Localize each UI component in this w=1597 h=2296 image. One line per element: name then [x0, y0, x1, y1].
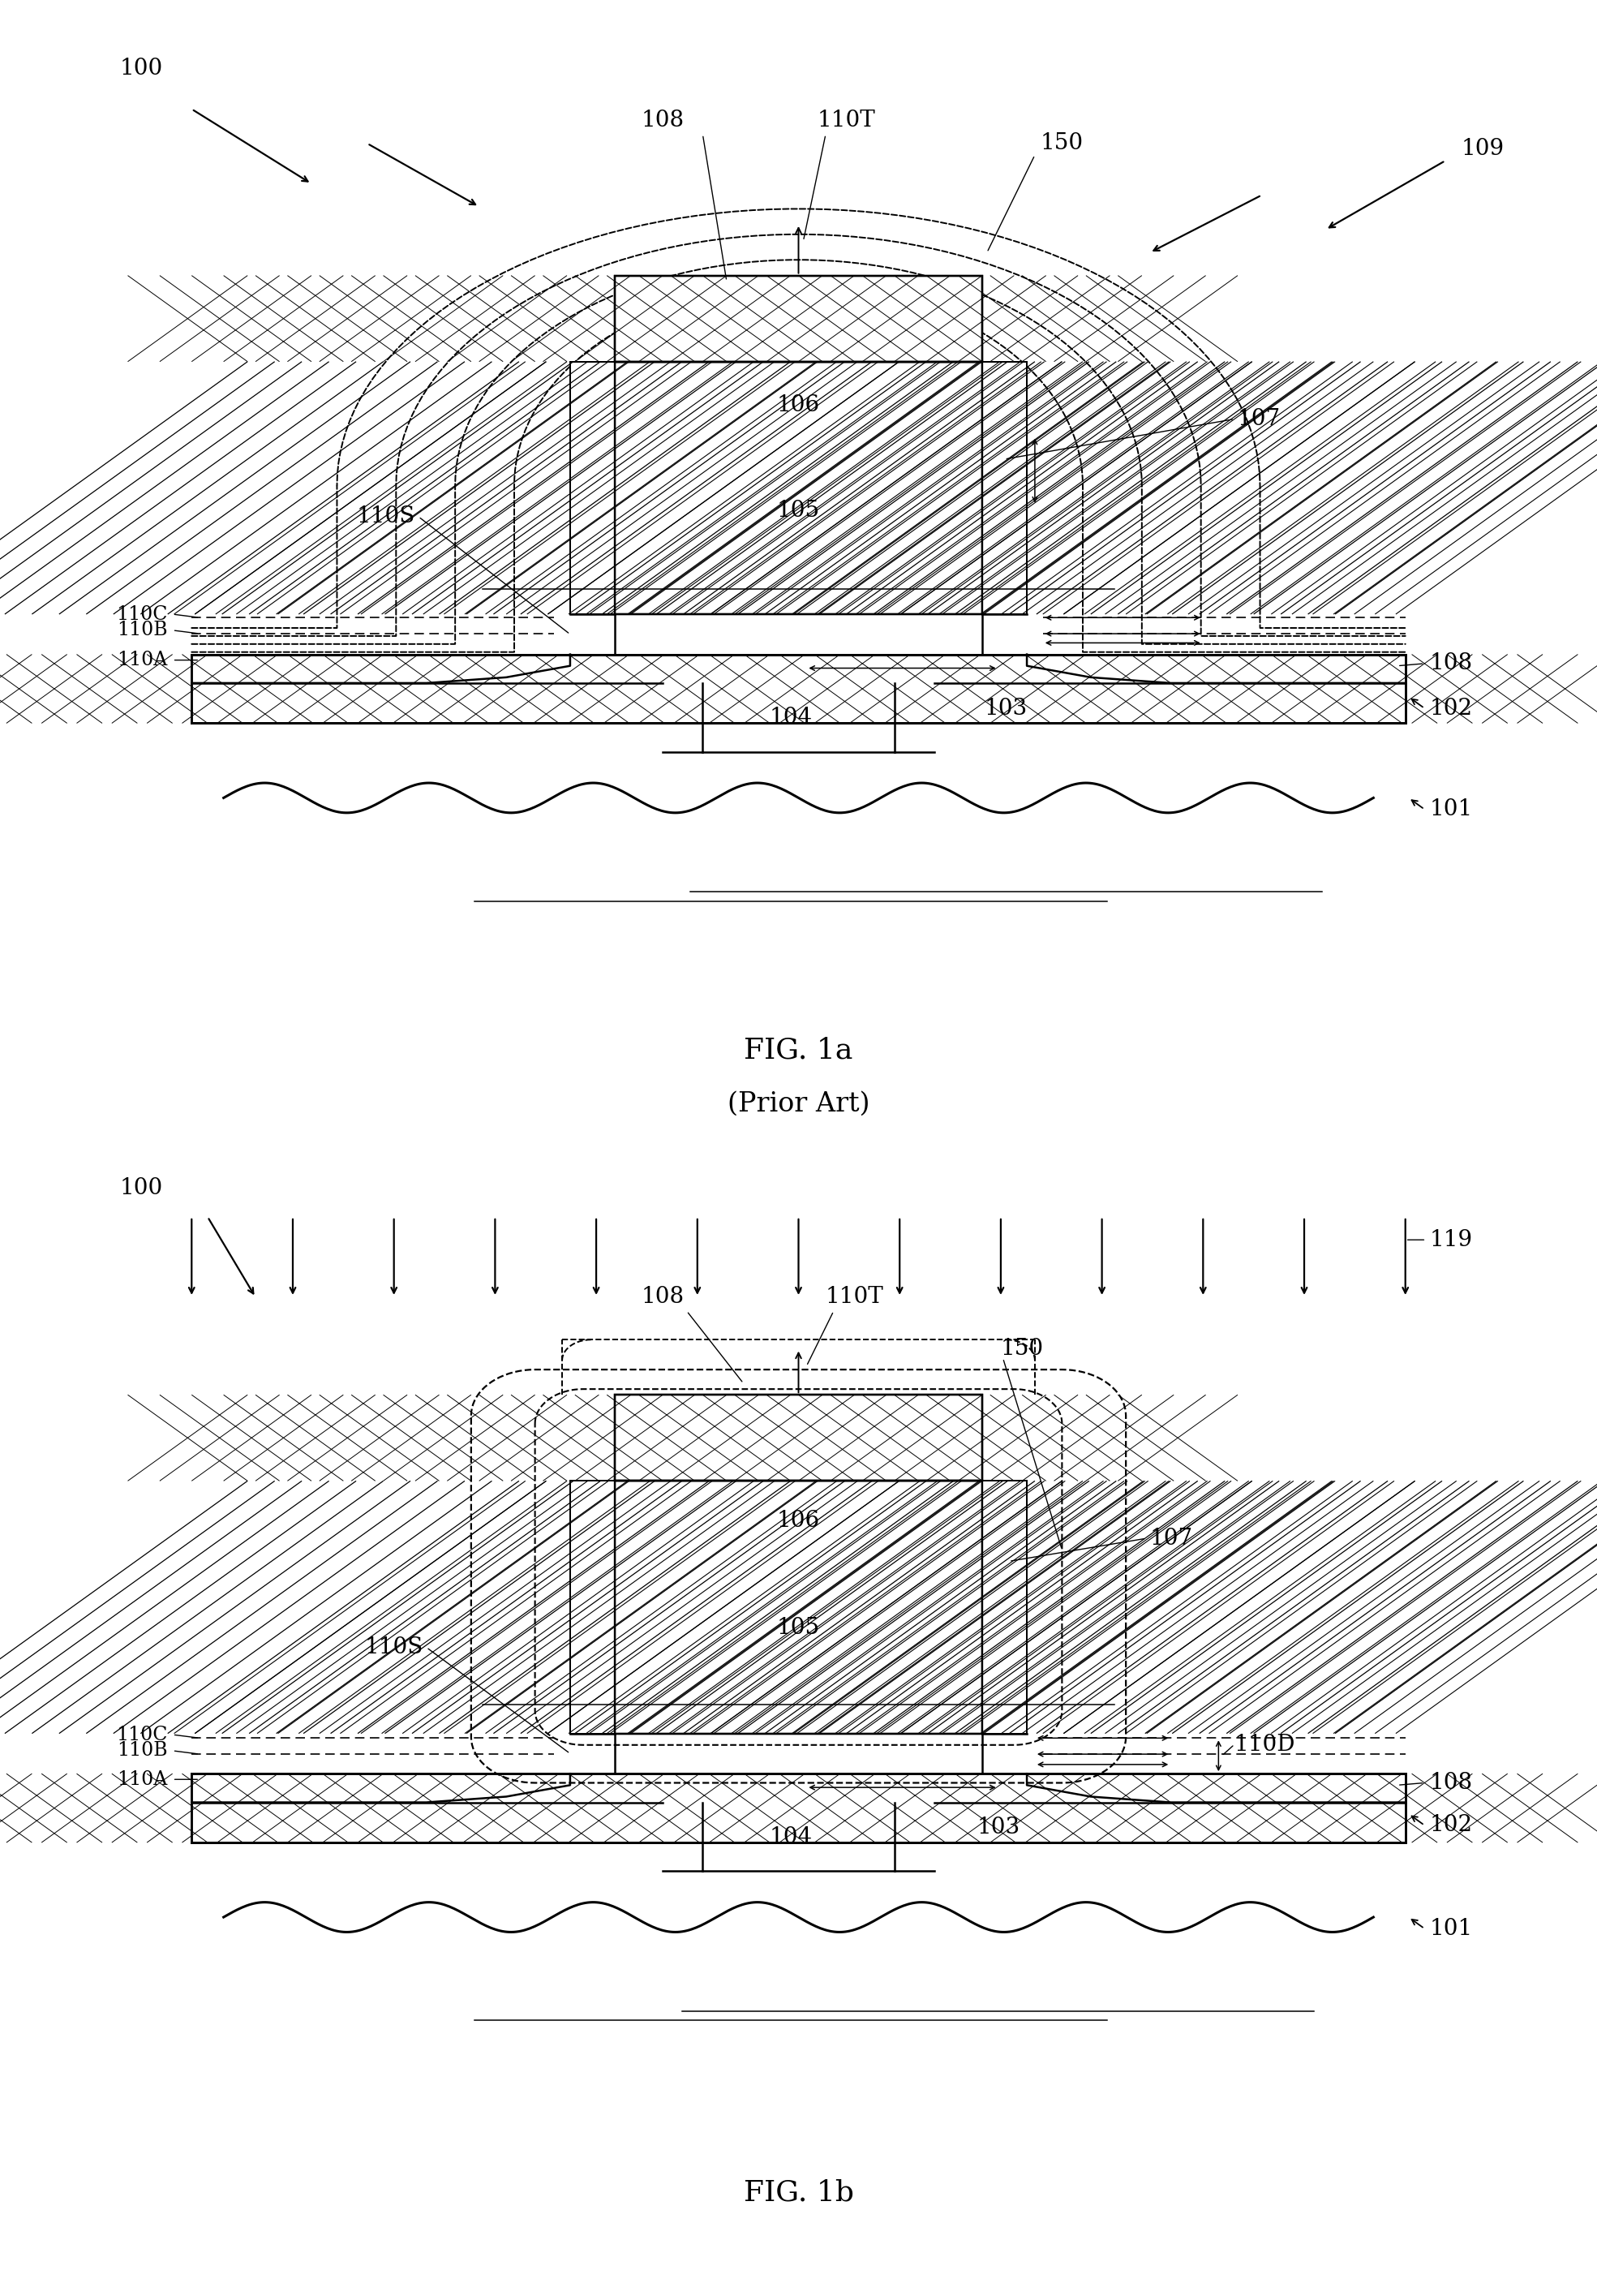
Text: 110A: 110A	[117, 1770, 168, 1789]
Bar	[570, 360, 615, 615]
Bar	[615, 1481, 982, 1733]
Bar	[982, 1481, 1027, 1733]
Text: 100: 100	[120, 57, 163, 80]
Text: 105: 105	[778, 1616, 819, 1639]
Text: 110A: 110A	[117, 650, 168, 670]
Bar	[615, 360, 982, 615]
Bar	[615, 360, 982, 615]
Text: 110B: 110B	[117, 1740, 168, 1761]
Text: 108: 108	[642, 110, 684, 131]
Text: 101: 101	[1429, 799, 1472, 820]
Bar	[982, 1481, 1027, 1733]
Text: 110C: 110C	[117, 604, 168, 625]
Bar	[570, 360, 615, 615]
Bar	[192, 1773, 1405, 1841]
Text: 108: 108	[642, 1286, 684, 1309]
Text: (Prior Art): (Prior Art)	[727, 1091, 870, 1118]
Bar	[615, 1394, 982, 1481]
Bar	[615, 1481, 982, 1733]
Text: 110C: 110C	[117, 1724, 168, 1745]
Text: 110B: 110B	[117, 620, 168, 641]
Text: FIG. 1b: FIG. 1b	[743, 2179, 854, 2206]
Bar	[192, 654, 1405, 723]
Bar	[615, 276, 982, 360]
Text: 103: 103	[977, 1816, 1019, 1839]
Text: 102: 102	[1429, 1814, 1472, 1837]
Bar	[570, 1481, 615, 1733]
Text: 110S: 110S	[364, 1637, 423, 1658]
Text: 102: 102	[1429, 698, 1472, 719]
Text: 100: 100	[120, 1178, 163, 1199]
Bar	[982, 360, 1027, 615]
Text: 110T: 110T	[826, 1286, 883, 1309]
Text: 108: 108	[1429, 1773, 1472, 1793]
Text: 119: 119	[1429, 1228, 1472, 1251]
Text: 104: 104	[770, 707, 811, 728]
Text: 110D: 110D	[1234, 1733, 1295, 1756]
Text: FIG. 1a: FIG. 1a	[744, 1035, 853, 1065]
Bar	[192, 654, 1405, 723]
Text: 104: 104	[770, 1825, 811, 1848]
Bar	[615, 276, 982, 360]
Bar	[192, 1773, 1405, 1841]
Text: 107: 107	[1150, 1527, 1193, 1550]
Text: 103: 103	[985, 698, 1027, 719]
Text: 110S: 110S	[356, 505, 415, 528]
Text: 108: 108	[1429, 652, 1472, 675]
Text: 110T: 110T	[818, 110, 875, 131]
Text: 106: 106	[778, 1511, 819, 1531]
Bar	[570, 1481, 615, 1733]
Text: 107: 107	[1238, 409, 1281, 429]
Bar	[982, 360, 1027, 615]
Text: 101: 101	[1429, 1917, 1472, 1940]
Text: 106: 106	[778, 395, 819, 416]
Bar	[615, 1394, 982, 1481]
Text: 150: 150	[1041, 133, 1083, 154]
Text: 105: 105	[778, 501, 819, 521]
Text: 109: 109	[1461, 138, 1504, 161]
Text: 150: 150	[1001, 1339, 1043, 1359]
